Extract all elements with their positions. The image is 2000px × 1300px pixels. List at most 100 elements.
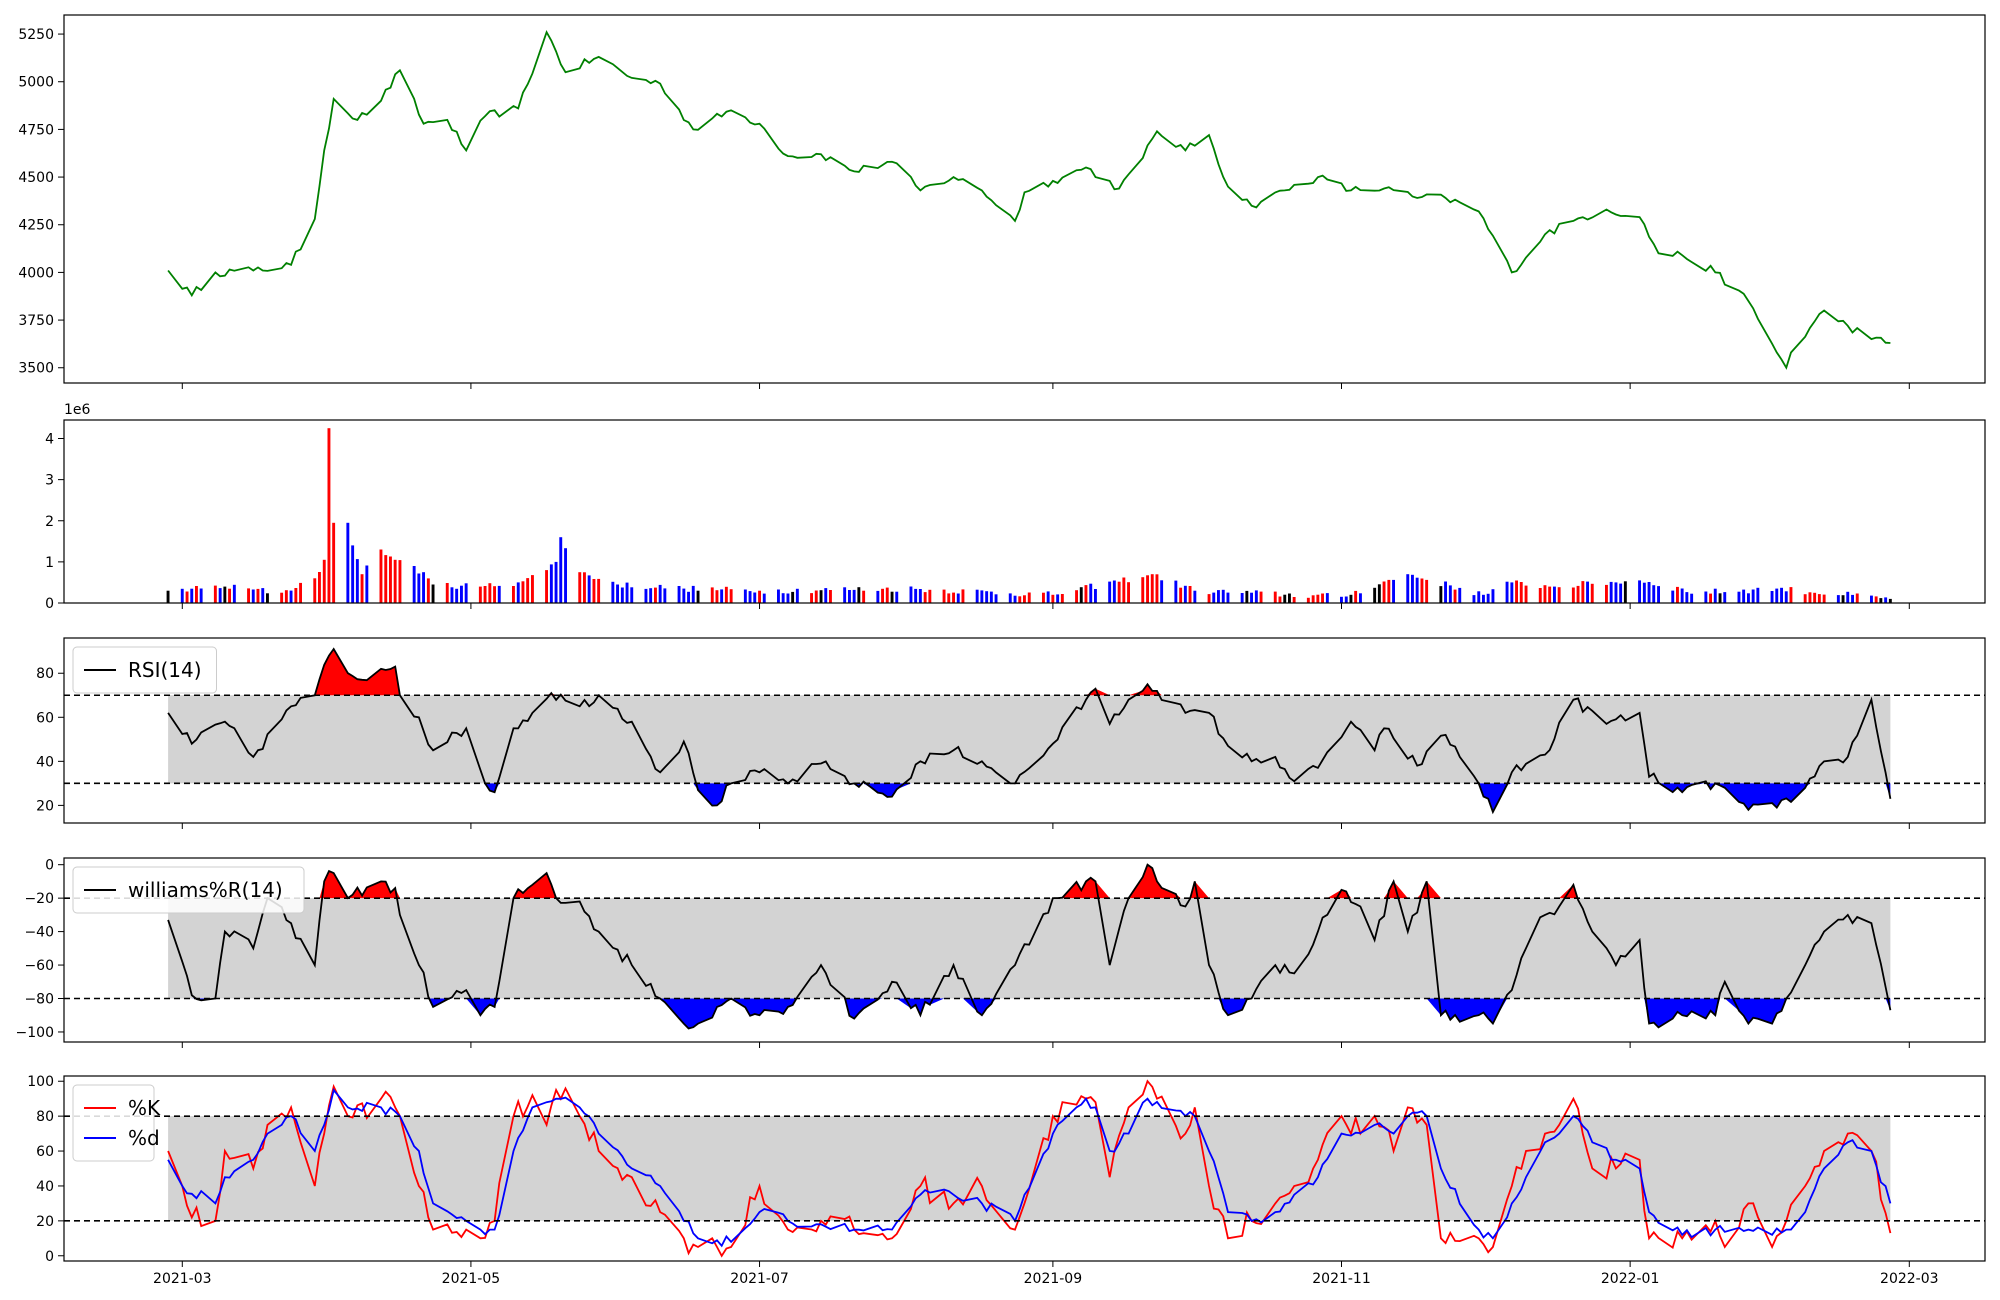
volume-bar (1411, 574, 1414, 603)
volume-bar (583, 572, 586, 603)
volume-bar (1387, 579, 1391, 603)
volume-bar (483, 586, 487, 603)
volume-bar (819, 590, 823, 603)
stochastic-legend-label: %d (128, 1126, 160, 1150)
volume-bar (464, 583, 468, 603)
stochastic-legend-label: %K (128, 1096, 161, 1120)
volume-bar (914, 588, 918, 603)
volume-bar (1477, 591, 1481, 603)
volume-bar (890, 591, 894, 603)
volume-bar (1576, 585, 1580, 603)
williams-legend: williams%R(14) (72, 866, 305, 914)
volume-bar (1344, 596, 1348, 603)
volume-bar (1288, 593, 1291, 603)
williams-y-tick-label: −80 (24, 992, 54, 1008)
volume-bar (1316, 594, 1320, 603)
volume-bar (431, 584, 435, 603)
volume-bar (261, 588, 265, 603)
volume-bar (762, 593, 766, 603)
volume-bar (1008, 593, 1012, 603)
stochastic-y-tick-label: 80 (36, 1109, 54, 1125)
price-y-tick-label: 5000 (18, 75, 54, 91)
volume-bar (1245, 590, 1249, 603)
rsi-y-tick-label: 20 (36, 798, 54, 814)
volume-bar (824, 588, 828, 603)
price-y-tick-label: 3500 (18, 361, 54, 377)
volume-y-tick-label: 1 (45, 555, 54, 571)
volume-bar (1515, 580, 1518, 603)
volume-bar (1018, 596, 1022, 603)
volume-bar (663, 588, 667, 603)
williams-y-tick-label: −60 (24, 958, 54, 974)
volume-bar (1311, 595, 1315, 603)
volume-bar (218, 588, 222, 603)
volume-bar (318, 572, 321, 603)
volume-bar (251, 589, 255, 603)
volume-bar (1770, 591, 1774, 603)
volume-bar (1581, 581, 1585, 603)
volume-bar (1855, 593, 1859, 603)
volume-bar (564, 548, 567, 603)
volume-bar (975, 589, 979, 603)
williams-neutral-band (168, 898, 1891, 999)
volume-bar (266, 593, 269, 603)
volume-bar (786, 593, 790, 603)
volume-bar (531, 575, 534, 603)
volume-bar (857, 587, 861, 603)
volume-bar (554, 561, 558, 603)
volume-bar (1505, 581, 1509, 603)
volume-bar (1747, 593, 1750, 603)
volume-bar (1647, 582, 1651, 603)
volume-bar (918, 589, 922, 603)
volume-bar (516, 582, 520, 603)
volume-bar (1803, 594, 1807, 603)
volume-bar (1273, 591, 1277, 603)
volume-bar (180, 588, 184, 603)
volume-bar (1306, 597, 1310, 603)
volume-bar (909, 586, 913, 603)
volume-bar (1619, 583, 1623, 603)
price-y-tick-label: 4500 (18, 170, 54, 186)
volume-bar (578, 572, 582, 603)
stochastic-neutral-band (168, 1116, 1891, 1221)
rsi-y-tick-label: 40 (36, 754, 54, 770)
volume-bar (549, 564, 553, 603)
volume-bar (1884, 597, 1888, 603)
stochastic-y-tick-label: 100 (27, 1074, 54, 1090)
volume-bar (1510, 582, 1514, 603)
volume-bar (1491, 589, 1495, 603)
volume-bar (166, 590, 170, 603)
volume-bar (625, 582, 629, 603)
price-y-tick-label: 5250 (18, 27, 54, 43)
stochastic-y-tick-label: 60 (36, 1144, 54, 1160)
volume-bar (1652, 585, 1656, 603)
volume-bar (1709, 593, 1712, 603)
volume-bar (677, 586, 681, 603)
volume-bar (1623, 581, 1627, 603)
volume-bar (488, 583, 492, 603)
volume-bar (1605, 584, 1608, 603)
volume-bar (1813, 592, 1817, 603)
volume-bar (450, 587, 454, 603)
volume-bar (1841, 595, 1845, 603)
volume-bar (1075, 590, 1078, 603)
volume-bar (947, 593, 951, 603)
volume-bar (795, 588, 799, 603)
volume-bar (195, 586, 198, 603)
volume-bar (1089, 583, 1093, 603)
williams-legend-label: williams%R(14) (128, 878, 283, 902)
volume-bar (223, 586, 227, 603)
volume-bar (611, 581, 615, 603)
volume-bar (1094, 589, 1097, 603)
volume-bar (1846, 591, 1850, 603)
volume-bar (1150, 574, 1154, 603)
volume-bar (1657, 586, 1660, 603)
volume-bar (1278, 596, 1282, 603)
volume-bar (1780, 587, 1783, 603)
volume-bar (365, 565, 369, 603)
volume-bar (332, 522, 336, 603)
volume-bar (1784, 591, 1788, 603)
volume-bar (658, 584, 662, 603)
price-y-tick-label: 4750 (18, 122, 54, 138)
